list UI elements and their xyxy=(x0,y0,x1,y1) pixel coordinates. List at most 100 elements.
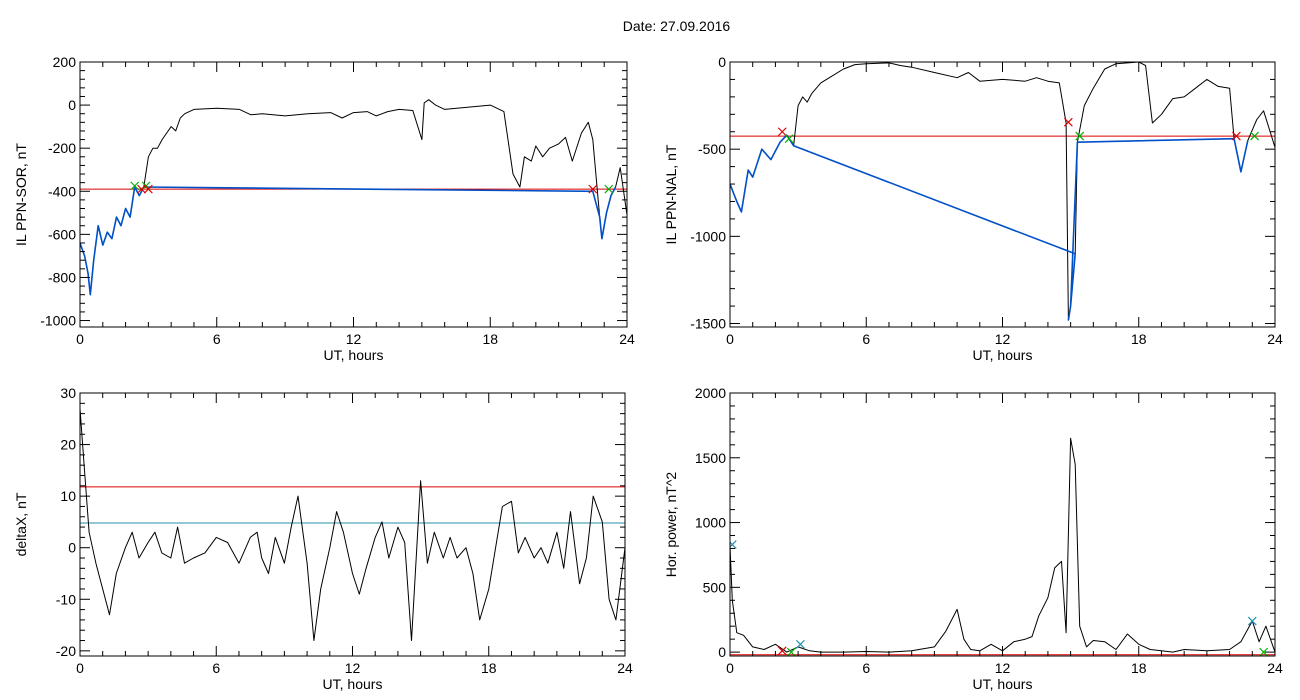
y-tick-label: 10 xyxy=(60,488,76,504)
x-marker xyxy=(1063,117,1073,127)
x-marker-stroke xyxy=(1250,131,1259,141)
x-marker xyxy=(777,646,787,656)
x-marker xyxy=(795,639,805,649)
x-marker-stroke xyxy=(604,184,614,194)
x-marker xyxy=(1075,131,1085,141)
x-tick-label: 18 xyxy=(482,331,498,347)
chart-panel-nal: 0 6 12 18 24 0 -500 -1000 -1500 UT, hours IL PPN-N… xyxy=(663,54,1283,363)
x-tick-label: 18 xyxy=(1131,660,1147,676)
y-tick-label: -400 xyxy=(48,183,76,199)
y-tick-label: -500 xyxy=(698,141,726,157)
x-tick-label: 12 xyxy=(995,331,1011,347)
x-tick-label: 18 xyxy=(481,660,497,676)
x-tick-label: 0 xyxy=(76,660,84,676)
x-marker-stroke xyxy=(1063,117,1073,127)
y-tick-label: 30 xyxy=(60,385,76,401)
x-tick-label: 24 xyxy=(1267,660,1283,676)
series-line xyxy=(730,62,1275,321)
plot-area xyxy=(80,99,627,296)
x-marker xyxy=(730,540,737,550)
x-marker-stroke xyxy=(784,134,794,144)
x-tick-label: 24 xyxy=(617,660,633,676)
y-tick-label: 200 xyxy=(53,54,77,70)
x-marker-stroke xyxy=(143,184,153,194)
x-axis-label: UT, hours xyxy=(973,676,1033,692)
y-tick-label: -20 xyxy=(56,643,76,659)
x-tick-label: 24 xyxy=(619,331,635,347)
y-tick-label: -1500 xyxy=(690,316,726,332)
x-tick-label: 12 xyxy=(346,331,362,347)
x-marker xyxy=(137,184,146,194)
x-marker-stroke xyxy=(730,540,737,548)
x-axis-label: UT, hours xyxy=(323,676,383,692)
y-tick-label: 0 xyxy=(68,97,76,113)
series-highlight-line xyxy=(80,186,617,296)
x-marker-stroke xyxy=(795,639,805,649)
x-tick-label: 12 xyxy=(345,660,361,676)
x-tick-label: 6 xyxy=(213,331,221,347)
y-tick-label: 1500 xyxy=(695,450,726,466)
chart-panel-sor: 0 6 12 18 24 200 0 -200 -400 -600 -800 -1000 UT, hou… xyxy=(13,54,635,363)
x-marker xyxy=(777,127,787,137)
x-marker-stroke xyxy=(1259,647,1269,656)
x-axis-label: UT, hours xyxy=(324,347,384,363)
y-tick-label: -1000 xyxy=(40,313,76,329)
x-marker xyxy=(1250,131,1259,141)
plot-frame xyxy=(729,392,1276,657)
y-tick-label: 2000 xyxy=(695,385,726,401)
y-tick-label: 0 xyxy=(718,54,726,70)
y-tick-label: 1000 xyxy=(695,515,726,531)
series-line xyxy=(80,99,627,296)
y-tick-label: -800 xyxy=(48,269,76,285)
x-marker-stroke xyxy=(777,646,787,656)
x-axis-label: UT, hours xyxy=(973,347,1033,363)
x-marker-stroke xyxy=(1231,131,1241,141)
plot-area xyxy=(730,62,1275,321)
y-tick-label: -10 xyxy=(56,591,76,607)
series-line xyxy=(730,437,1275,653)
y-axis-label: Hor. power, nT^2 xyxy=(663,472,679,578)
y-tick-label: 0 xyxy=(68,540,76,556)
page-title: Date: 27.09.2016 xyxy=(622,18,731,34)
x-marker xyxy=(786,647,796,656)
x-marker xyxy=(604,184,614,194)
series-line xyxy=(80,408,625,641)
y-axis-label: IL PPN-SOR, nT xyxy=(13,143,29,246)
x-marker xyxy=(143,184,153,194)
plot-area xyxy=(730,437,1275,656)
plot-frame xyxy=(79,392,626,657)
x-marker xyxy=(1247,616,1257,626)
x-tick-label: 0 xyxy=(726,660,734,676)
x-marker-stroke xyxy=(141,181,151,191)
x-marker-stroke xyxy=(588,184,598,194)
y-tick-label: 20 xyxy=(60,437,76,453)
x-marker-stroke xyxy=(1075,131,1085,141)
y-tick-label: -200 xyxy=(48,140,76,156)
x-marker xyxy=(784,134,794,144)
y-axis-label: deltaX, nT xyxy=(13,492,29,556)
x-marker xyxy=(1259,647,1269,656)
x-tick-label: 12 xyxy=(995,660,1011,676)
x-marker-stroke xyxy=(137,184,146,194)
x-tick-label: 6 xyxy=(862,660,870,676)
x-tick-label: 24 xyxy=(1267,331,1283,347)
x-tick-label: 0 xyxy=(726,331,734,347)
x-marker xyxy=(130,181,140,191)
x-tick-label: 0 xyxy=(76,331,84,347)
x-tick-label: 6 xyxy=(212,660,220,676)
x-marker-stroke xyxy=(777,127,787,137)
x-marker xyxy=(1231,131,1241,141)
y-axis-label: IL PPN-NAL, nT xyxy=(663,144,679,244)
y-tick-label: -1000 xyxy=(690,228,726,244)
plot-area xyxy=(80,408,625,641)
chart-panel-power: 0 6 12 18 24 2000 1500 1000 500 0 UT, hours Hor. po… xyxy=(663,385,1283,692)
x-tick-label: 6 xyxy=(862,331,870,347)
x-tick-label: 18 xyxy=(1131,331,1147,347)
y-tick-label: 0 xyxy=(718,644,726,660)
x-marker-stroke xyxy=(130,181,140,191)
y-tick-label: 500 xyxy=(703,579,727,595)
plot-frame xyxy=(79,61,628,328)
chart-panel-deltax: 0 6 12 18 24 30 20 10 0 -10 -20 UT, hours deltaX, nT xyxy=(13,385,633,692)
series-highlight-line xyxy=(730,134,1249,321)
